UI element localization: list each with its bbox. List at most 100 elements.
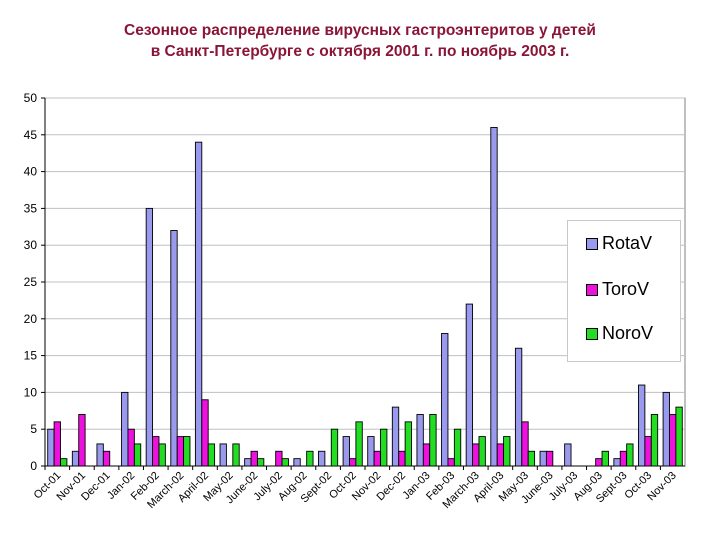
bar-norov xyxy=(650,414,659,467)
bar-group xyxy=(416,414,437,467)
chart-title: Сезонное распределение вирусных гастроэн… xyxy=(0,20,720,62)
bar-norov xyxy=(183,436,191,467)
bar-torov xyxy=(373,450,381,467)
y-tick-label: 10 xyxy=(24,385,38,399)
bar-rotav xyxy=(145,207,154,467)
bar-torov xyxy=(53,421,61,467)
legend-label-torov: ToroV xyxy=(602,279,650,299)
bar-rotav xyxy=(514,347,523,467)
bar-rotav xyxy=(47,428,55,467)
y-tick-label: 5 xyxy=(30,422,37,436)
y-tick-label: 20 xyxy=(24,312,38,326)
y-tick-label: 45 xyxy=(24,128,38,142)
bar-torov xyxy=(496,443,505,467)
y-tick-label: 50 xyxy=(24,91,38,105)
bar-torov xyxy=(669,414,677,467)
bar-group xyxy=(514,347,536,467)
bar-group xyxy=(275,450,289,467)
y-tick-label: 25 xyxy=(24,275,38,289)
bar-rotav xyxy=(638,384,646,467)
bar-norov xyxy=(626,443,634,467)
bar-rotav xyxy=(465,303,474,467)
bar-torov xyxy=(152,436,160,467)
bar-rotav xyxy=(121,391,129,467)
bar-rotav xyxy=(539,450,547,467)
bar-norov xyxy=(281,458,289,467)
bar-group xyxy=(170,230,191,467)
bar-group xyxy=(564,443,572,467)
bar-norov xyxy=(158,443,166,467)
bar-rotav xyxy=(416,414,424,467)
bar-group xyxy=(391,406,412,467)
bar-torov xyxy=(127,428,135,467)
bar-group xyxy=(145,207,166,467)
y-tick-label: 40 xyxy=(24,165,38,179)
bar-rotav xyxy=(219,443,227,467)
bar-group xyxy=(595,450,609,467)
bar-torov xyxy=(275,450,283,467)
bar-rotav xyxy=(367,436,375,467)
bar-group xyxy=(613,443,634,467)
bar-norov xyxy=(478,436,486,467)
bar-norov xyxy=(232,443,240,467)
legend-item-norov: NoroV xyxy=(586,323,653,344)
bar-norov xyxy=(503,436,511,467)
bar-rotav xyxy=(96,443,104,467)
legend-swatch-torov xyxy=(586,283,598,296)
bar-rotav xyxy=(71,450,80,467)
bar-rotav xyxy=(194,141,203,467)
legend-label-norov: NoroV xyxy=(602,323,654,343)
bar-group xyxy=(318,428,339,467)
bar-torov xyxy=(545,450,554,467)
bar-norov xyxy=(380,428,388,467)
bar-norov xyxy=(256,458,265,467)
legend-item-rotav: RotaV xyxy=(586,233,652,254)
bar-group xyxy=(47,421,68,467)
y-tick-label: 30 xyxy=(24,238,38,252)
bar-torov xyxy=(521,421,529,467)
bar-norov xyxy=(675,406,683,467)
bar-group xyxy=(342,421,363,467)
bar-group xyxy=(293,450,314,467)
bar-group xyxy=(219,443,240,467)
bar-rotav xyxy=(391,406,400,467)
bar-torov xyxy=(349,458,357,467)
legend-item-torov: ToroV xyxy=(586,279,649,300)
bar-norov xyxy=(404,421,412,467)
bar-norov xyxy=(207,443,216,467)
bar-group xyxy=(662,391,683,467)
bar-norov xyxy=(601,450,609,467)
bar-group xyxy=(96,443,111,467)
bar-rotav xyxy=(441,333,449,467)
legend-label-rotav: RotaV xyxy=(602,233,653,253)
bar-torov xyxy=(619,450,628,467)
bar-group xyxy=(367,428,388,467)
bar-group xyxy=(194,141,216,467)
bar-rotav xyxy=(342,436,350,467)
bar-norov xyxy=(133,443,142,467)
y-tick-label: 15 xyxy=(24,349,38,363)
legend-swatch-rotav xyxy=(586,237,598,250)
bar-group xyxy=(638,384,659,467)
bar-torov xyxy=(472,443,480,467)
bar-group xyxy=(539,450,554,467)
bar-torov xyxy=(102,450,111,467)
bar-rotav xyxy=(244,458,252,467)
bar-torov xyxy=(595,458,603,467)
bar-torov xyxy=(250,450,258,467)
bar-rotav xyxy=(293,458,301,467)
bar-rotav xyxy=(564,443,572,467)
bar-norov xyxy=(306,450,314,467)
bar-rotav xyxy=(490,126,498,467)
bar-group xyxy=(465,303,486,467)
bar-torov xyxy=(176,436,185,467)
bar-norov xyxy=(60,458,68,467)
bar-norov xyxy=(453,428,462,467)
bar-torov xyxy=(644,436,652,467)
bar-norov xyxy=(355,421,363,467)
bar-group xyxy=(244,450,265,467)
bar-torov xyxy=(447,458,455,467)
bar-group xyxy=(121,391,142,467)
bar-norov xyxy=(527,450,536,467)
